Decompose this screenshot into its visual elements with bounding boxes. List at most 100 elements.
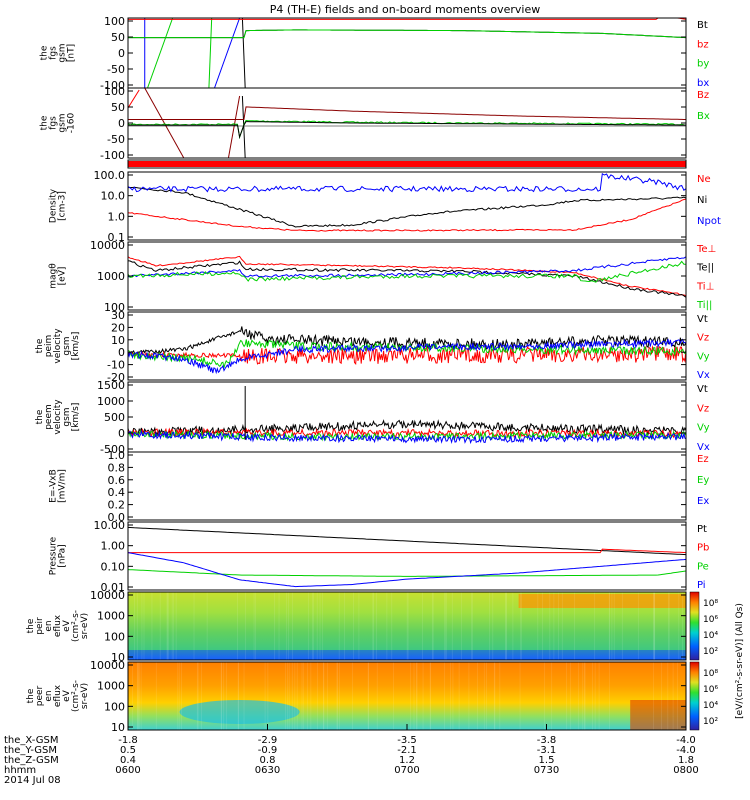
- ephemeris-row-label: the_X-GSM: [4, 735, 58, 746]
- series-Bx-seg: [241, 95, 246, 158]
- y-tick-label: 100: [104, 15, 125, 28]
- y-tick-label: 1500: [97, 379, 125, 392]
- spectrogram-patch: [518, 594, 686, 608]
- colorbar-tick-label: 10⁶: [703, 685, 718, 695]
- y-axis-label: the: [40, 115, 50, 130]
- y-axis-label: velocity: [53, 328, 63, 364]
- y-tick-label: 0.01: [101, 581, 126, 594]
- y-tick-label: 1.0: [108, 210, 126, 223]
- panel-8: 10.00 1.00 0.10 0.01 Pressure [nPa] Pt Pb Pe Pi: [49, 519, 710, 594]
- series-bx-seg: [214, 18, 241, 88]
- y-tick-label: 10000: [90, 239, 125, 252]
- y-axis-label: en: [44, 620, 54, 631]
- y-axis-label: gsm: [62, 407, 72, 426]
- y-axis-label: [nPa]: [58, 544, 68, 567]
- y-axis-label: eV: [62, 619, 72, 632]
- ephemeris-value: -0.9: [258, 745, 278, 756]
- quality-flag-bar: [128, 161, 686, 167]
- ephemeris-value: 0.5: [120, 745, 136, 756]
- y-tick-label: 10: [111, 651, 125, 664]
- series-Pe: [128, 569, 686, 577]
- y-axis-label: peer: [35, 685, 45, 706]
- y-tick-label: 10000: [90, 659, 125, 672]
- panel-content: [128, 326, 686, 375]
- figure-title: P4 (TH-E) fields and on-board moments ov…: [270, 3, 541, 16]
- colorbar-label: [eV/(cm²-s-sr-eV)] (All Qs): [735, 603, 745, 719]
- y-axis-label: [mV/m]: [58, 469, 68, 503]
- y-axis-label: [km/s]: [71, 403, 81, 432]
- series-Vx: [128, 338, 686, 375]
- legend-label: Te⊥: [696, 244, 716, 255]
- y-tick-label: -50: [107, 133, 125, 146]
- spectrogram-patch: [128, 650, 686, 660]
- ephemeris-value: -4.0: [676, 735, 696, 746]
- y-tick-label: 0.6: [108, 474, 126, 487]
- y-tick-label: -500: [100, 443, 125, 456]
- y-tick-label: 1000: [97, 610, 125, 623]
- legend-label: Ti⊥: [696, 281, 714, 292]
- y-tick-label: 100: [104, 630, 125, 643]
- series-Te-par: [128, 260, 686, 298]
- y-axis-label: eflux: [53, 614, 63, 637]
- y-axis-label: -160: [67, 113, 77, 134]
- ephemeris-value: -3.5: [397, 735, 417, 746]
- legend-label: Vy: [697, 351, 710, 362]
- ephemeris-value: -4.0: [676, 745, 696, 756]
- legend-label: Vx: [697, 442, 710, 453]
- y-axis-label: Density: [49, 188, 59, 223]
- legend-label: Ez: [697, 454, 709, 465]
- legend-label: Bt: [697, 20, 708, 31]
- series-Vt: [128, 419, 686, 438]
- legend-label: Ex: [697, 496, 709, 507]
- y-tick-label: 10000: [90, 589, 125, 602]
- y-tick-label: 20: [111, 321, 125, 334]
- y-tick-label: -100: [100, 149, 125, 162]
- legend-label: Pi: [697, 580, 706, 591]
- ephemeris-value: 1.2: [399, 755, 415, 766]
- series-Vz: [128, 344, 686, 365]
- ephemeris-row-label: the_Y-GSM: [4, 745, 57, 756]
- panel-content: [128, 172, 686, 232]
- y-axis-label: [eV]: [58, 267, 68, 286]
- ephemeris-value: 0.4: [120, 755, 136, 766]
- panel-10: 10000 1000 100 10 the peer en eflux eV (cm²-s-sr-…: [26, 659, 687, 734]
- colorbar-tick-label: 10⁸: [703, 599, 718, 609]
- y-axis-label: Pressure: [49, 536, 59, 575]
- series-by-seg: [208, 18, 213, 88]
- series-by-seg: [147, 18, 174, 88]
- legend-label: Pt: [697, 524, 707, 535]
- series-Bz-seg: [144, 88, 185, 158]
- colorbar-tick-label: 10⁴: [703, 631, 718, 641]
- panel-frame: [127, 159, 687, 169]
- colorbar: 10⁸ 10⁶ 10⁴ 10²: [689, 661, 718, 731]
- y-tick-label: 0.10: [101, 560, 126, 573]
- series-bt-seg: [241, 18, 246, 88]
- spectrogram-patch: [179, 700, 300, 724]
- y-tick-label: 1.0: [108, 449, 126, 462]
- panel-1: 100 50 0 -50 -100 the fgs gsm -160 Bz Bx: [40, 85, 710, 162]
- panel-content: [128, 255, 686, 298]
- legend-label: bz: [697, 39, 709, 50]
- panel-content: [128, 526, 686, 588]
- ephemeris-value: -3.1: [537, 745, 557, 756]
- colorbar-tick-label: 10²: [703, 647, 718, 657]
- y-axis-label: the: [26, 618, 36, 633]
- panel-content: [128, 386, 686, 445]
- colorbar-tick-label: 10⁸: [703, 669, 718, 679]
- y-tick-label: 10: [111, 721, 125, 734]
- y-axis-label: fgs: [49, 116, 59, 130]
- spectrogram-patch: [630, 700, 686, 730]
- series-Npot: [128, 172, 686, 193]
- panel-6: 1500 1000 500 0 -500 the peem velocity gsm [km/s]…: [35, 379, 710, 456]
- legend-label: Bz: [697, 90, 709, 101]
- y-axis-label: the: [26, 688, 36, 703]
- colorbar-rect: [689, 591, 700, 661]
- ephemeris-value: 0.8: [260, 755, 276, 766]
- legend-label: Vz: [697, 403, 709, 414]
- y-tick-label: -100: [100, 79, 125, 92]
- ephemeris-value: 1.8: [678, 755, 694, 766]
- panel-frame: [127, 311, 687, 381]
- y-axis-label: the: [35, 338, 45, 353]
- y-axis-label: eflux: [53, 684, 63, 707]
